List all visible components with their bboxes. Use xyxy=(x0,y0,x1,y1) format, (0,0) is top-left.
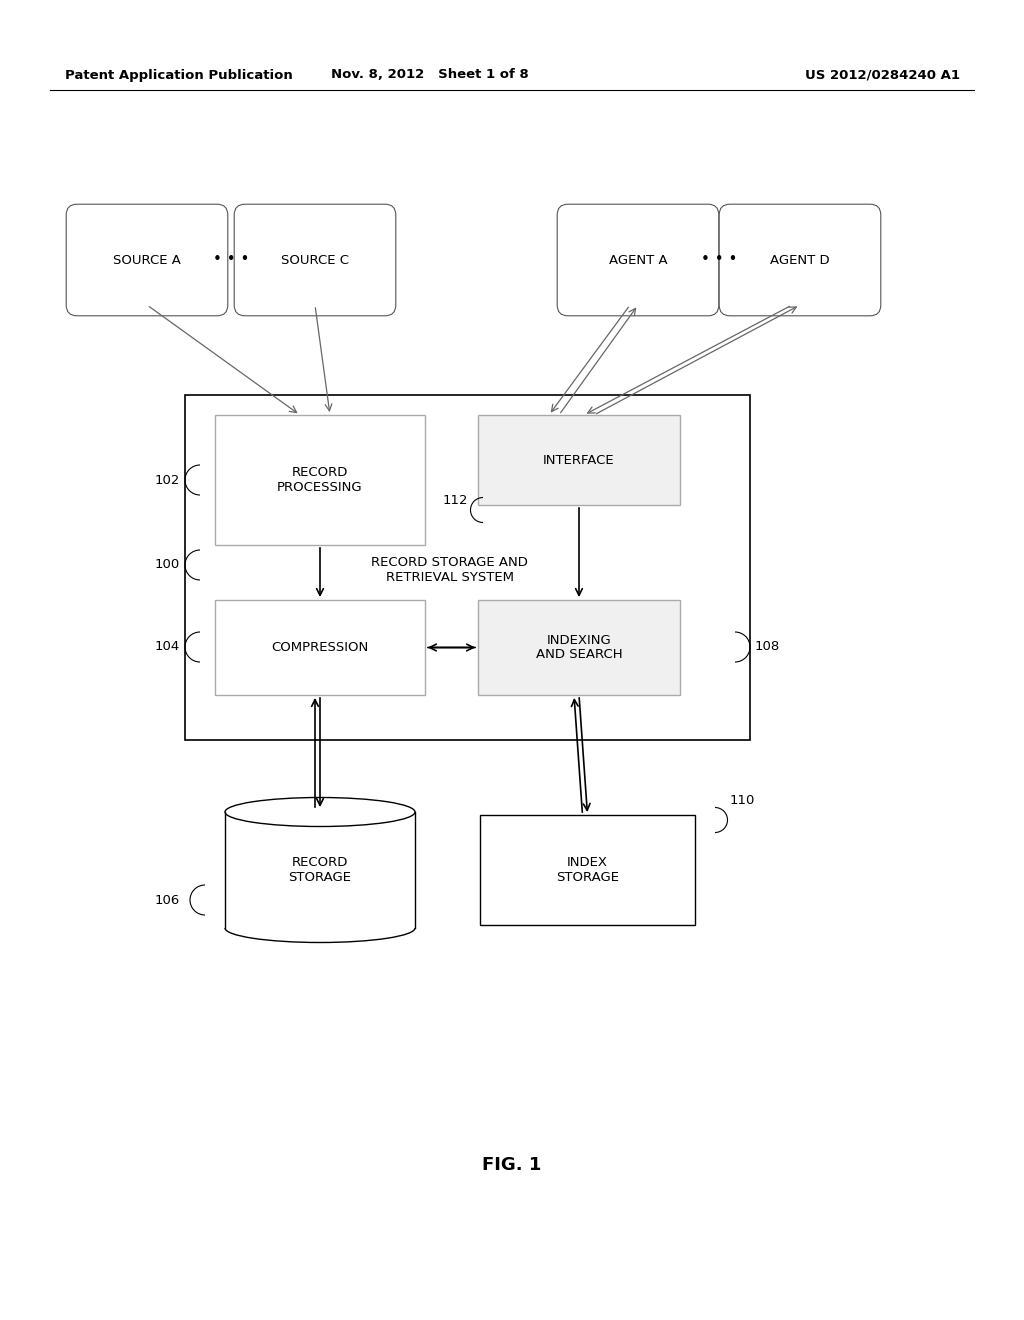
Text: COMPRESSION: COMPRESSION xyxy=(271,642,369,653)
Text: FIG. 1: FIG. 1 xyxy=(482,1156,542,1173)
Bar xyxy=(225,812,415,928)
Text: INTERFACE: INTERFACE xyxy=(543,454,614,466)
Text: Nov. 8, 2012   Sheet 1 of 8: Nov. 8, 2012 Sheet 1 of 8 xyxy=(331,69,528,82)
Text: INDEXING
AND SEARCH: INDEXING AND SEARCH xyxy=(536,634,623,661)
Bar xyxy=(215,601,425,696)
FancyBboxPatch shape xyxy=(67,205,227,315)
Text: US 2012/0284240 A1: US 2012/0284240 A1 xyxy=(805,69,961,82)
Ellipse shape xyxy=(225,797,415,826)
Bar xyxy=(478,414,680,506)
Text: Patent Application Publication: Patent Application Publication xyxy=(65,69,293,82)
Text: 102: 102 xyxy=(155,474,180,487)
Text: 108: 108 xyxy=(755,640,780,653)
Text: SOURCE C: SOURCE C xyxy=(281,253,349,267)
Bar xyxy=(480,814,695,925)
Text: RECORD
STORAGE: RECORD STORAGE xyxy=(289,855,351,884)
Text: RECORD STORAGE AND
RETRIEVAL SYSTEM: RECORD STORAGE AND RETRIEVAL SYSTEM xyxy=(371,556,528,583)
Text: 106: 106 xyxy=(155,894,180,907)
Bar xyxy=(215,414,425,545)
Text: AGENT D: AGENT D xyxy=(770,253,829,267)
Text: 100: 100 xyxy=(155,558,180,572)
Text: AGENT A: AGENT A xyxy=(608,253,668,267)
Bar xyxy=(185,395,750,741)
Text: 112: 112 xyxy=(442,494,468,507)
Text: INDEX
STORAGE: INDEX STORAGE xyxy=(556,855,618,884)
Text: RECORD
PROCESSING: RECORD PROCESSING xyxy=(278,466,362,494)
Text: 104: 104 xyxy=(155,640,180,653)
Text: 110: 110 xyxy=(730,793,756,807)
Bar xyxy=(478,601,680,696)
Text: SOURCE A: SOURCE A xyxy=(113,253,181,267)
Text: • • •: • • • xyxy=(700,252,737,268)
FancyBboxPatch shape xyxy=(234,205,396,315)
FancyBboxPatch shape xyxy=(719,205,881,315)
Text: • • •: • • • xyxy=(213,252,249,268)
FancyBboxPatch shape xyxy=(557,205,719,315)
